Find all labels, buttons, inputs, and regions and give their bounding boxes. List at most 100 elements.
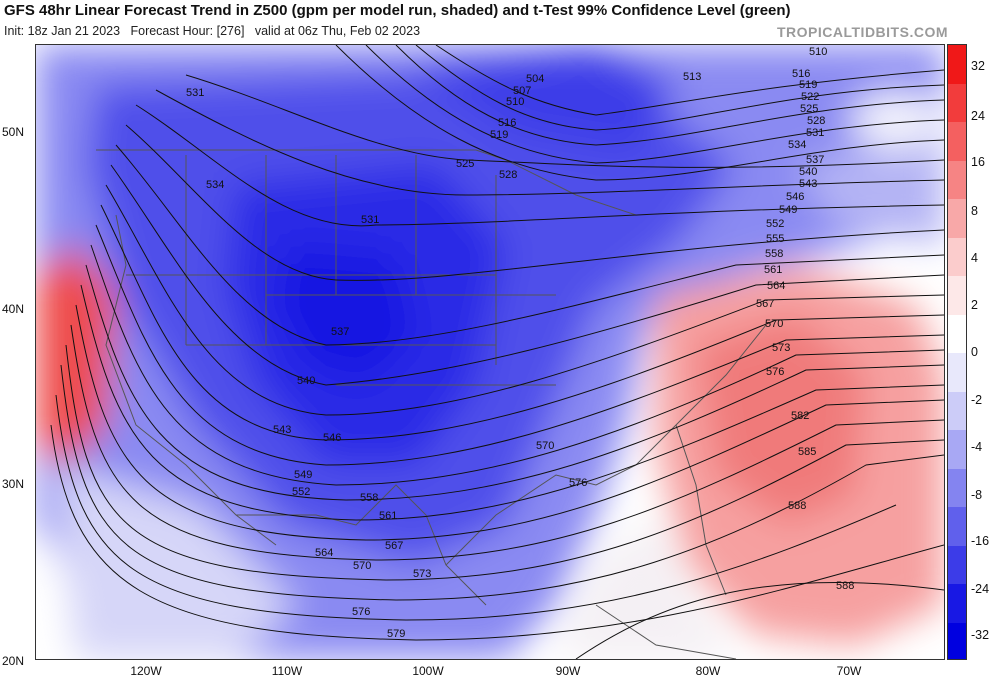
colorbar-segment [948,314,966,353]
height-contours [50,44,945,660]
colorbar-segment [948,391,966,430]
colorbar-segment [948,237,966,276]
colorbar-segment [948,507,966,546]
longitude-label: 120W [130,664,162,678]
contour-label: 588 [836,580,854,592]
contour-label: 573 [772,342,790,354]
forecast-hour: Forecast Hour: [276] [130,24,245,38]
longitude-label: 90W [555,664,581,678]
colorbar-label: 8 [971,204,978,218]
contour-label: 534 [206,179,224,191]
shaded-field [36,45,944,659]
contour-label: 558 [360,492,378,504]
colorbar-segment [948,276,966,315]
colorbar [947,44,967,660]
latitude-label: 50N [2,125,25,139]
contour-label: 552 [292,486,310,498]
contour-label: 570 [353,560,371,572]
contour-label: 564 [767,280,785,292]
contour-label: 531 [361,214,379,226]
contour-label: 561 [379,510,397,522]
latitude-label: 30N [2,477,25,491]
contour-label: 516 [498,117,516,129]
contour-label: 564 [315,547,333,559]
contour-label: 558 [765,248,783,260]
contour-label: 537 [331,326,349,338]
contour-label: 576 [352,606,370,618]
colorbar-segment [948,45,966,84]
contour-label: 540 [297,375,315,387]
colorbar-label: -2 [971,393,983,407]
contour-label: 540 [799,166,817,178]
contour-label: 537 [806,154,824,166]
contour-label: 546 [323,432,341,444]
contour-label: 567 [756,298,774,310]
contour-labels: 510 513 516 519 522 525 528 531 534 537 … [186,46,854,640]
colorbar-label: -24 [971,582,990,596]
colorbar-segment [948,199,966,238]
contour-label: 576 [569,477,587,489]
contour-label: 549 [294,469,312,481]
contour-label: 522 [801,91,819,103]
contour-label: 513 [683,71,701,83]
contour-label: 582 [791,410,809,422]
contour-label: 570 [765,318,783,330]
contour-label: 549 [779,204,797,216]
colorbar-label: 2 [971,298,978,312]
map-title: GFS 48hr Linear Forecast Trend in Z500 (… [4,2,791,19]
contour-label: 528 [807,115,825,127]
colorbar-segment [948,468,966,507]
contour-label: 519 [490,129,508,141]
colorbar-segment [948,122,966,161]
latitude-label: 20N [2,654,25,668]
colorbar-label: -8 [971,488,983,502]
contour-label: 525 [800,103,818,115]
longitude-label: 80W [695,664,721,678]
contour-label: 543 [799,178,817,190]
contour-label: 585 [798,446,816,458]
contour-label: 570 [536,440,554,452]
contour-label: 588 [788,500,806,512]
contour-label: 510 [506,96,524,108]
longitude-label: 110W [271,664,303,678]
colorbar-segment [948,545,966,584]
contour-label: 531 [806,127,824,139]
forecast-map: 510 513 516 519 522 525 528 531 534 537 … [35,44,945,660]
contour-label: 525 [456,158,474,170]
colorbar-label: -4 [971,440,983,454]
contour-label: 567 [385,540,403,552]
contour-label: 504 [526,73,544,85]
colorbar-segment [948,584,966,623]
colorbar-segment [948,622,966,659]
contour-label: 579 [387,628,405,640]
watermark: TROPICALTIDBITS.COM [776,24,948,40]
longitude-label: 100W [412,664,444,678]
contour-label: 561 [764,264,782,276]
contour-label: 507 [513,85,531,97]
contour-label: 573 [413,568,431,580]
colorbar-segment [948,160,966,199]
colorbar-label: 24 [971,109,985,123]
map-subtitle: Init: 18z Jan 21 2023 Forecast Hour: [27… [4,24,420,38]
colorbar-label: 32 [971,59,985,73]
contour-label: 576 [766,366,784,378]
colorbar-label: 0 [971,345,978,359]
contour-label: 510 [809,46,827,58]
colorbar-label: 16 [971,155,985,169]
colorbar-segment [948,430,966,469]
colorbar-segment [948,83,966,122]
contour-label: 555 [766,233,784,245]
contour-label: 531 [186,87,204,99]
contour-label: 534 [788,139,806,151]
contour-label: 516 [792,68,810,80]
contour-label: 528 [499,169,517,181]
contour-label: 519 [799,79,817,91]
valid-time: valid at 06z Thu, Feb 02 2023 [254,24,421,38]
longitude-label: 70W [836,664,862,678]
colorbar-label: 4 [971,251,978,265]
init-time: Init: 18z Jan 21 2023 [4,24,121,38]
contour-label: 546 [786,191,804,203]
latitude-label: 40N [2,302,25,316]
map-canvas: 510 513 516 519 522 525 528 531 534 537 … [36,44,945,660]
contour-label: 552 [766,218,784,230]
